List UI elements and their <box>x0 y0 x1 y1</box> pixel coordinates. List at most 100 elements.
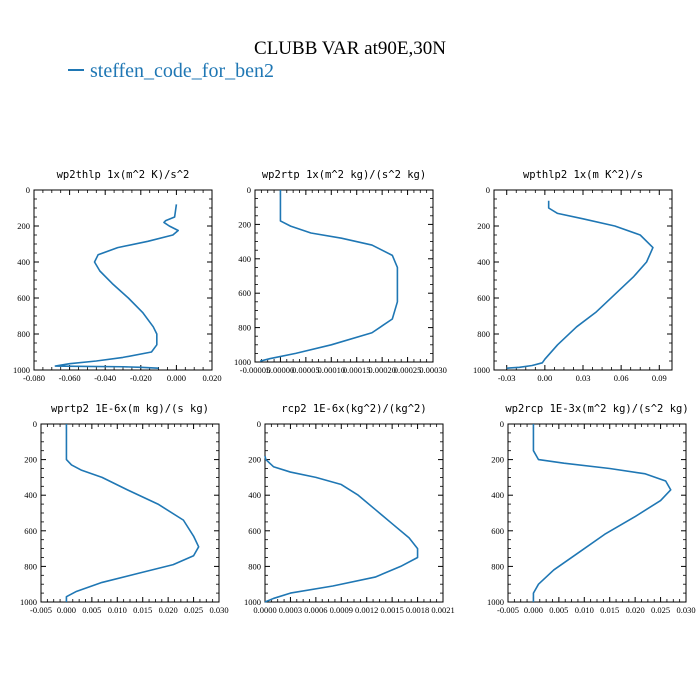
figure-title: CLUBB VAR at90E,30N <box>254 38 446 59</box>
panel-3: wpthlp2 1x(m K^2)/s -0.03 0.00 0.03 0.06 0.09… <box>473 169 673 383</box>
x-tick-label: 0.010 <box>575 605 594 615</box>
y-tick-label: 600 <box>477 293 490 303</box>
x-tick-label: 0.00020 <box>368 365 396 375</box>
x-tick-label: 0.020 <box>159 605 178 615</box>
y-tick-label: 0 <box>33 419 37 429</box>
series-line-1 <box>264 455 419 603</box>
y-tick-label: 200 <box>477 221 490 231</box>
y-tick-label: 200 <box>248 455 261 465</box>
panel-title: wp2rtp 1x(m^2 kg)/(s^2 kg) <box>262 169 426 181</box>
x-tick-label: 0.030 <box>676 605 695 615</box>
x-tick-label: 0.000 <box>57 605 76 615</box>
x-tick-label: -0.080 <box>23 373 45 383</box>
y-tick-label: 1000 <box>20 597 37 607</box>
y-tick-label: 400 <box>491 490 504 500</box>
x-tick-label: 0.030 <box>209 605 228 615</box>
y-tick-label: 0 <box>486 185 490 195</box>
panel-title: wp2rcp 1E-3x(m^2 kg)/(s^2 kg) <box>505 403 688 415</box>
y-tick-label: 400 <box>477 257 490 267</box>
plot-frame <box>507 423 687 603</box>
panel-6: wp2rcp 1E-3x(m^2 kg)/(s^2 kg) -0.005 0.000… <box>487 403 696 615</box>
panel-title: rcp2 1E-6x(kg^2)/(kg^2) <box>281 403 426 415</box>
y-tick-label: 800 <box>248 561 261 571</box>
x-tick-label: -0.040 <box>94 373 116 383</box>
y-tick-label: 1000 <box>13 365 30 375</box>
x-tick-label: -0.060 <box>59 373 81 383</box>
x-tick-label: 0.00 <box>537 373 552 383</box>
x-tick-label: 0.0003 <box>279 605 302 615</box>
y-tick-label: 400 <box>24 490 37 500</box>
x-tick-label: 0.025 <box>651 605 670 615</box>
x-tick-label: -0.00005 <box>240 365 270 375</box>
plot-frame <box>254 189 434 363</box>
y-tick-label: 0 <box>257 419 261 429</box>
x-tick-label: 0.00030 <box>419 365 447 375</box>
y-tick-label: 0 <box>26 185 30 195</box>
legend-label: steffen_code_for_ben2 <box>90 60 274 82</box>
y-tick-label: 600 <box>248 526 261 536</box>
x-tick-label: 0.0021 <box>431 605 454 615</box>
plot-frame <box>264 423 444 603</box>
y-tick-label: 600 <box>24 526 37 536</box>
panel-title: wp2thlp 1x(m^2 K)/s^2 <box>57 169 190 181</box>
y-tick-label: 800 <box>491 561 504 571</box>
y-tick-label: 0 <box>500 419 504 429</box>
panel-4: wprtp2 1E-6x(m kg)/(s kg) -0.005 0.000 0.00… <box>20 403 229 615</box>
x-tick-label: 0.020 <box>202 373 221 383</box>
y-tick-label: 600 <box>17 293 30 303</box>
y-tick-label: 800 <box>17 329 30 339</box>
series-line-1 <box>532 424 672 602</box>
y-tick-label: 200 <box>491 455 504 465</box>
x-tick-label: 0.015 <box>133 605 152 615</box>
panel-title: wpthlp2 1x(m K^2)/s <box>523 169 643 181</box>
y-tick-label: 400 <box>248 490 261 500</box>
x-tick-label: -0.03 <box>498 373 516 383</box>
x-tick-label: -0.005 <box>30 605 52 615</box>
x-tick-label: 0.06 <box>614 373 629 383</box>
y-tick-label: 1000 <box>244 597 261 607</box>
x-tick-label: 0.03 <box>576 373 591 383</box>
x-tick-label: 0.000 <box>524 605 543 615</box>
plot-frame <box>33 189 213 371</box>
series-line-1 <box>54 204 179 369</box>
x-tick-label: 0.000 <box>167 373 186 383</box>
plot-frame <box>493 189 673 371</box>
series-line-1 <box>65 424 200 602</box>
y-tick-label: 200 <box>24 455 37 465</box>
x-tick-label: 0.00005 <box>292 365 320 375</box>
panel-title: wprtp2 1E-6x(m kg)/(s kg) <box>51 403 209 415</box>
x-tick-label: 0.09 <box>652 373 667 383</box>
legend: steffen_code_for_ben2 <box>68 60 274 82</box>
y-tick-label: 1000 <box>473 365 490 375</box>
x-tick-label: 0.0018 <box>406 605 429 615</box>
x-tick-label: 0.010 <box>108 605 127 615</box>
panel-1: wp2thlp 1x(m^2 K)/s^2 -0.080 -0.060 -0.040 -… <box>13 169 222 383</box>
x-tick-label: 0.0009 <box>330 605 353 615</box>
y-tick-label: 600 <box>491 526 504 536</box>
x-tick-label: -0.005 <box>497 605 519 615</box>
y-tick-label: 600 <box>238 288 251 298</box>
x-tick-label: 0.005 <box>82 605 101 615</box>
series-line-1 <box>259 190 399 362</box>
y-tick-label: 800 <box>24 561 37 571</box>
x-tick-label: 0.00025 <box>394 365 422 375</box>
y-tick-label: 200 <box>17 221 30 231</box>
x-tick-label: 0.00000 <box>267 365 295 375</box>
y-tick-label: 1000 <box>234 357 251 367</box>
y-tick-label: 800 <box>477 329 490 339</box>
y-tick-label: 200 <box>238 219 251 229</box>
x-tick-label: -0.020 <box>130 373 152 383</box>
x-tick-label: 0.0006 <box>304 605 327 615</box>
x-tick-label: 0.015 <box>600 605 619 615</box>
x-tick-label: 0.00015 <box>343 365 371 375</box>
x-tick-label: 0.025 <box>184 605 203 615</box>
y-tick-label: 1000 <box>487 597 504 607</box>
x-tick-label: 0.020 <box>626 605 645 615</box>
x-tick-label: 0.0000 <box>253 605 276 615</box>
y-tick-label: 400 <box>238 254 251 264</box>
subplot-grid: wp2thlp 1x(m^2 K)/s^2 -0.080 -0.060 -0.040 -… <box>13 169 696 615</box>
y-tick-label: 800 <box>238 323 251 333</box>
x-tick-label: 0.00010 <box>317 365 345 375</box>
x-tick-label: 0.005 <box>549 605 568 615</box>
